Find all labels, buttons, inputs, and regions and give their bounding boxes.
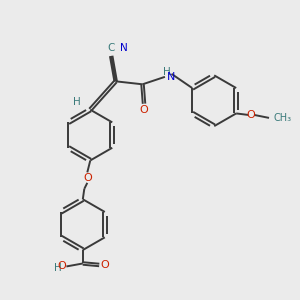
Text: H: H [73,97,81,107]
Text: H: H [163,68,170,77]
Text: O: O [57,262,66,272]
Text: O: O [247,110,256,120]
Text: N: N [167,72,175,82]
Text: O: O [140,105,148,115]
Text: C: C [107,44,115,53]
Text: O: O [101,260,110,270]
Text: H: H [54,263,62,273]
Text: N: N [119,44,127,53]
Text: CH₃: CH₃ [274,113,292,123]
Text: O: O [83,173,92,183]
